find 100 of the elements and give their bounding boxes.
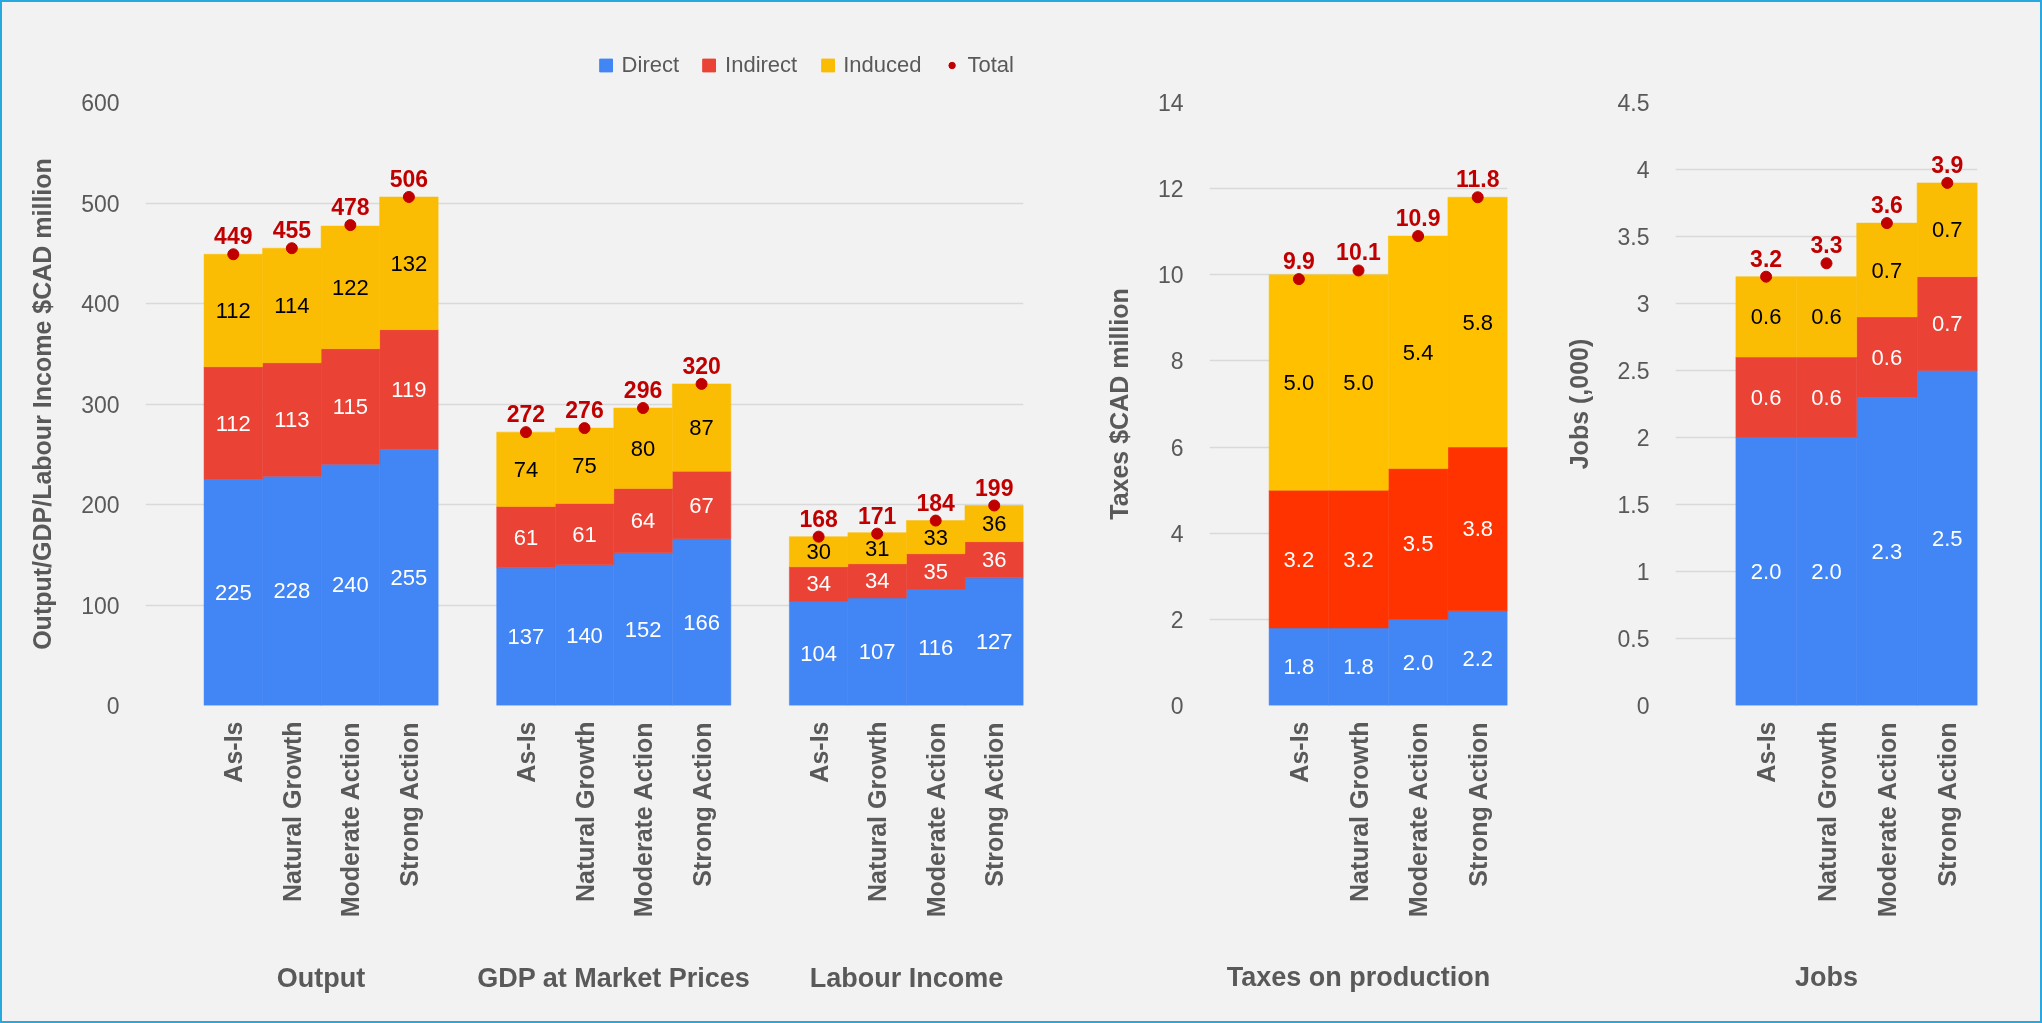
data-label: 1.8 — [1343, 654, 1374, 680]
data-label: 115 — [332, 394, 368, 420]
y-tick-label: 4 — [1170, 520, 1184, 547]
y-tick-label: 4 — [1636, 157, 1650, 183]
point — [1292, 273, 1305, 286]
y-axis-title: Output/GDP/Labour Income $CAD million — [28, 158, 57, 650]
y-tick-label: 200 — [81, 492, 120, 518]
y-tick-label: 100 — [81, 592, 120, 619]
data-label: 184 — [916, 489, 956, 516]
data-label: 0.6 — [1750, 304, 1782, 330]
x-tick-label: As-Is — [511, 721, 540, 783]
data-label: 61 — [572, 521, 597, 547]
y-tick-label: 10 — [1157, 262, 1184, 289]
point — [1820, 257, 1833, 270]
data-label: 87 — [689, 415, 714, 441]
data-label: 112 — [215, 298, 251, 324]
data-label: 10.1 — [1336, 239, 1382, 266]
data-label: 34 — [864, 568, 890, 594]
data-label: 2.2 — [1462, 645, 1493, 671]
y-tick-label: 0 — [1636, 693, 1650, 719]
x-axis-title: Jobs — [1794, 962, 1859, 993]
data-label: 9.9 — [1282, 248, 1315, 275]
legend-label: Induced — [843, 52, 922, 78]
x-tick-label: Strong Action — [1933, 722, 1962, 887]
data-label: 3.3 — [1810, 232, 1843, 259]
y-tick-label: 300 — [81, 391, 120, 418]
x-tick-label: Strong Action — [394, 722, 423, 887]
legend-label: Indirect — [725, 52, 798, 78]
y-tick-label: 3.5 — [1617, 224, 1650, 250]
y-tick-label: 1 — [1636, 559, 1650, 585]
x-tick-label: Natural Growth — [863, 721, 892, 903]
data-label: 61 — [513, 524, 539, 550]
data-label: 74 — [513, 456, 539, 482]
text: Output — [276, 962, 366, 993]
y-tick-label: 4.5 — [1617, 90, 1650, 116]
data-label: 1.8 — [1283, 654, 1315, 680]
y-tick-label: 600 — [81, 90, 120, 116]
data-label: 3.2 — [1750, 245, 1783, 272]
data-label: 64 — [630, 508, 656, 534]
data-label: 2.3 — [1871, 538, 1903, 564]
y-tick-label: 14 — [1157, 90, 1184, 116]
data-label: 0.7 — [1932, 311, 1963, 337]
data-label: 166 — [683, 609, 720, 635]
x-tick-label: Natural Growth — [1812, 721, 1841, 903]
data-label: 272 — [506, 401, 546, 428]
data-label: 36 — [982, 511, 1007, 537]
data-label: 5.0 — [1343, 369, 1374, 395]
data-label: 2.0 — [1750, 559, 1782, 584]
x-tick-label: As-Is — [219, 721, 248, 783]
data-label: 35 — [923, 558, 948, 584]
x-tick-label: As-Is — [1752, 721, 1781, 783]
data-label: 127 — [975, 629, 1013, 655]
x-tick-label: Natural Growth — [1344, 721, 1373, 903]
x-tick-label: Moderate Action — [1872, 722, 1901, 918]
data-label: 10.9 — [1395, 205, 1441, 232]
point — [1941, 176, 1954, 189]
legend-label: Total — [967, 52, 1014, 78]
y-tick-label: 400 — [81, 291, 120, 317]
data-label: 80 — [630, 435, 656, 461]
point — [1880, 217, 1893, 230]
data-label: 3.8 — [1462, 516, 1493, 542]
y-tick-label: 6 — [1170, 434, 1184, 461]
data-label: 33 — [923, 524, 948, 550]
text: Labour Income — [809, 962, 1004, 993]
y-tick-label: 8 — [1170, 348, 1184, 375]
y-tick-label: 2 — [1170, 606, 1184, 633]
data-label: 3.2 — [1343, 546, 1374, 572]
data-label: 2.0 — [1402, 649, 1434, 675]
data-label: 112 — [215, 410, 251, 436]
data-label: 34 — [806, 571, 831, 597]
legend-label: Direct — [621, 52, 680, 78]
point — [1352, 264, 1365, 277]
data-label: 114 — [274, 293, 310, 319]
data-label: 119 — [391, 376, 427, 402]
x-tick-label: Moderate Action — [336, 722, 365, 918]
data-label: 2.0 — [1811, 559, 1842, 584]
data-label: 0.6 — [1811, 384, 1842, 410]
data-label: 240 — [332, 572, 369, 598]
data-label: 132 — [390, 250, 428, 276]
data-label: 296 — [623, 377, 663, 404]
data-label: 449 — [214, 223, 253, 250]
y-tick-label: 3 — [1636, 291, 1650, 317]
data-label: 137 — [507, 624, 545, 650]
data-label: 0.7 — [1871, 257, 1903, 283]
point — [1760, 270, 1773, 283]
data-label: 5.8 — [1462, 309, 1493, 335]
data-label: 122 — [332, 274, 369, 300]
point — [1412, 230, 1425, 243]
data-label: 168 — [799, 505, 839, 532]
y-axis-title: Jobs (,000) — [1564, 338, 1593, 470]
x-tick-label: Natural Growth — [277, 721, 306, 903]
data-label: 276 — [565, 397, 604, 424]
x-tick-label: Moderate Action — [921, 722, 950, 918]
text: GDP at Market Prices — [477, 962, 750, 993]
y-tick-label: 0 — [106, 693, 120, 719]
data-label: 3.9 — [1931, 151, 1964, 178]
y-tick-label: 500 — [81, 190, 120, 217]
data-label: 5.0 — [1283, 369, 1315, 395]
x-tick-label: As-Is — [1284, 721, 1313, 783]
x-tick-label: Moderate Action — [629, 722, 658, 918]
